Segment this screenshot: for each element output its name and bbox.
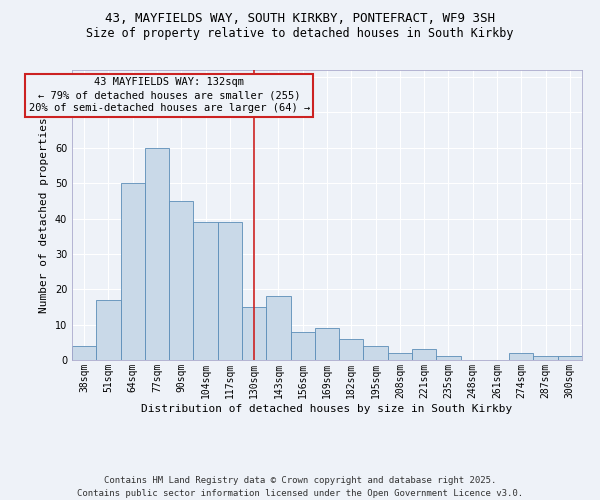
Bar: [266, 296, 290, 360]
Text: 43, MAYFIELDS WAY, SOUTH KIRKBY, PONTEFRACT, WF9 3SH: 43, MAYFIELDS WAY, SOUTH KIRKBY, PONTEFR…: [105, 12, 495, 26]
Bar: [436, 356, 461, 360]
Bar: [121, 183, 145, 360]
Y-axis label: Number of detached properties: Number of detached properties: [39, 117, 49, 313]
Bar: [145, 148, 169, 360]
Bar: [509, 353, 533, 360]
Bar: [412, 350, 436, 360]
Bar: [242, 307, 266, 360]
X-axis label: Distribution of detached houses by size in South Kirkby: Distribution of detached houses by size …: [142, 404, 512, 413]
Bar: [558, 356, 582, 360]
Bar: [339, 339, 364, 360]
Bar: [388, 353, 412, 360]
Bar: [218, 222, 242, 360]
Bar: [364, 346, 388, 360]
Bar: [315, 328, 339, 360]
Text: Size of property relative to detached houses in South Kirkby: Size of property relative to detached ho…: [86, 28, 514, 40]
Bar: [169, 201, 193, 360]
Bar: [96, 300, 121, 360]
Bar: [72, 346, 96, 360]
Bar: [193, 222, 218, 360]
Bar: [290, 332, 315, 360]
Text: 43 MAYFIELDS WAY: 132sqm
← 79% of detached houses are smaller (255)
20% of semi-: 43 MAYFIELDS WAY: 132sqm ← 79% of detach…: [29, 77, 310, 114]
Text: Contains HM Land Registry data © Crown copyright and database right 2025.
Contai: Contains HM Land Registry data © Crown c…: [77, 476, 523, 498]
Bar: [533, 356, 558, 360]
